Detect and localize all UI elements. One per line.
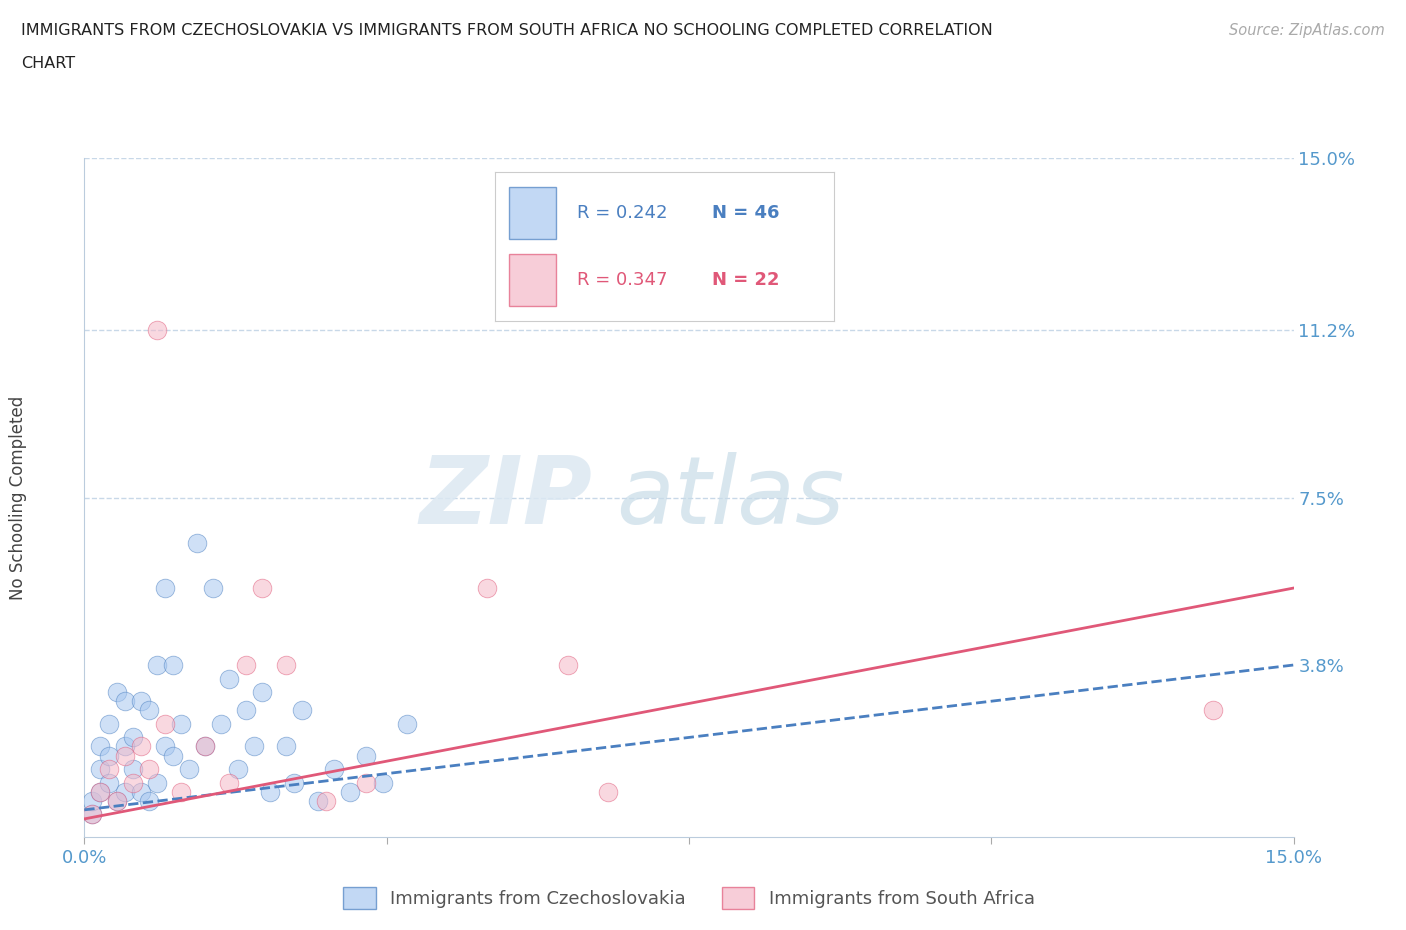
Point <box>209 716 232 731</box>
Point <box>89 762 111 777</box>
Point <box>250 684 273 699</box>
Point <box>557 658 579 672</box>
Point <box>114 748 136 763</box>
Point <box>226 762 249 777</box>
Point <box>146 776 169 790</box>
Point <box>146 658 169 672</box>
Point <box>82 807 104 822</box>
Point <box>114 694 136 709</box>
Point <box>395 716 418 731</box>
Point <box>114 784 136 799</box>
Point <box>89 784 111 799</box>
Point <box>138 793 160 808</box>
Point <box>138 762 160 777</box>
Text: atlas: atlas <box>616 452 845 543</box>
Point <box>194 739 217 754</box>
Point <box>235 658 257 672</box>
Point <box>89 784 111 799</box>
Point <box>153 580 176 595</box>
Point <box>153 716 176 731</box>
Point <box>121 776 143 790</box>
Text: ZIP: ZIP <box>419 452 592 543</box>
Point <box>105 684 128 699</box>
Point <box>129 739 152 754</box>
Legend: Immigrants from Czechoslovakia, Immigrants from South Africa: Immigrants from Czechoslovakia, Immigran… <box>336 880 1042 916</box>
Point <box>97 762 120 777</box>
Point <box>291 703 314 718</box>
Text: CHART: CHART <box>21 56 75 71</box>
Point <box>1202 703 1225 718</box>
Point <box>218 776 240 790</box>
Point <box>339 784 361 799</box>
Point <box>356 748 378 763</box>
Point <box>274 658 297 672</box>
Point <box>162 748 184 763</box>
Point <box>105 793 128 808</box>
Point <box>97 716 120 731</box>
Point <box>121 730 143 745</box>
Point <box>97 748 120 763</box>
Text: IMMIGRANTS FROM CZECHOSLOVAKIA VS IMMIGRANTS FROM SOUTH AFRICA NO SCHOOLING COMP: IMMIGRANTS FROM CZECHOSLOVAKIA VS IMMIGR… <box>21 23 993 38</box>
Point <box>179 762 201 777</box>
Point <box>371 776 394 790</box>
Point <box>97 776 120 790</box>
Point <box>121 762 143 777</box>
Point <box>105 793 128 808</box>
Point <box>202 580 225 595</box>
Point <box>170 784 193 799</box>
Point <box>283 776 305 790</box>
Point <box>114 739 136 754</box>
Point <box>323 762 346 777</box>
Point <box>153 739 176 754</box>
Point <box>129 784 152 799</box>
Point <box>250 580 273 595</box>
Point <box>129 694 152 709</box>
Point <box>138 703 160 718</box>
Point <box>186 536 208 551</box>
Point <box>82 807 104 822</box>
Text: No Schooling Completed: No Schooling Completed <box>8 395 27 600</box>
Point <box>194 739 217 754</box>
Text: Source: ZipAtlas.com: Source: ZipAtlas.com <box>1229 23 1385 38</box>
Point <box>259 784 281 799</box>
Point <box>82 793 104 808</box>
Point <box>170 716 193 731</box>
Point <box>162 658 184 672</box>
Point <box>242 739 264 754</box>
Point <box>274 739 297 754</box>
Point <box>89 739 111 754</box>
Point <box>477 580 499 595</box>
Point <box>146 323 169 338</box>
Point <box>307 793 329 808</box>
Point <box>598 784 620 799</box>
Point <box>218 671 240 686</box>
Point <box>356 776 378 790</box>
Point <box>235 703 257 718</box>
Point <box>315 793 337 808</box>
